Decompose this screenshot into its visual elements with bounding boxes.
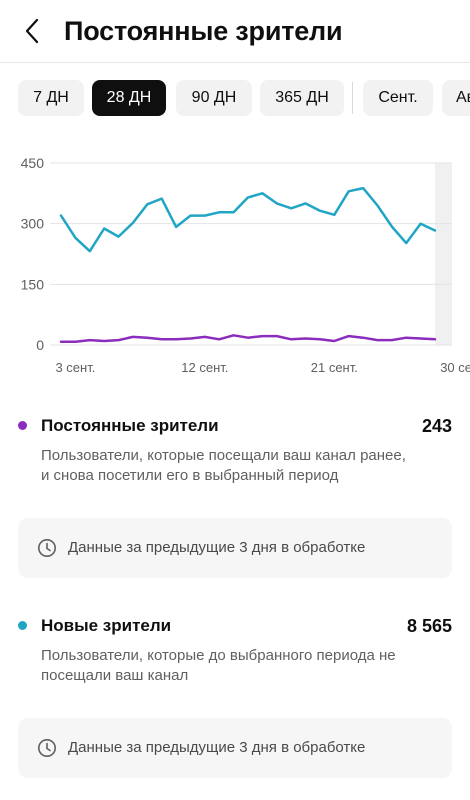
y-tick-label: 450	[21, 155, 45, 171]
processing-notice-new: Данные за предыдущие 3 дня в обработке	[18, 718, 452, 778]
new-viewers-line	[59, 186, 437, 253]
returning-viewers-row: Постоянные зрители 243	[18, 414, 452, 438]
new-viewers-value: 8 565	[406, 616, 452, 636]
chevron-left-icon	[25, 18, 39, 44]
processing-notice-returning: Данные за предыдущие 3 дня в обработке	[18, 518, 452, 578]
line-chart: 0 150 300 450 3 сент. 12 сент. 21 сент. 30 сент…	[21, 155, 470, 375]
chip-separator	[352, 82, 353, 114]
returning-viewers-desc-line2: и снова посетили его в выбранный период	[41, 467, 339, 484]
clock-icon	[38, 539, 56, 557]
back-button[interactable]	[16, 14, 48, 48]
new-viewers-dot	[18, 621, 27, 630]
y-tick-label: 150	[21, 276, 45, 292]
returning-viewers-line	[59, 334, 437, 344]
returning-viewers-description: Пользователи, которые посещали ваш канал…	[41, 446, 451, 486]
processing-notice-text: Данные за предыдущие 3 дня в обработке	[68, 739, 366, 756]
chip-365-days[interactable]: 365 ДН	[260, 80, 344, 116]
clock-icon	[38, 739, 56, 757]
chip-90-days[interactable]: 90 ДН	[176, 80, 252, 116]
new-viewers-desc-line1: Пользователи, которые до выбранного пери…	[41, 647, 396, 664]
y-tick-label: 300	[21, 216, 45, 232]
returning-viewers-title: Постоянные зрители	[41, 416, 219, 435]
page-title: Постоянные зрители	[64, 16, 343, 46]
app-header: Постоянные зрители	[0, 0, 470, 62]
processing-notice-text: Данные за предыдущие 3 дня в обработке	[68, 539, 366, 556]
chip-28-days[interactable]: 28 ДН	[92, 80, 166, 116]
x-tick-label: 30 сент.	[440, 360, 470, 375]
x-tick-label: 3 сент.	[55, 360, 95, 375]
y-tick-label: 0	[36, 337, 44, 353]
new-viewers-description: Пользователи, которые до выбранного пери…	[41, 646, 451, 686]
chip-august[interactable]: Ав	[442, 80, 470, 116]
new-viewers-title: Новые зрители	[41, 616, 172, 635]
new-viewers-row: Новые зрители 8 565	[18, 614, 452, 638]
new-viewers-desc-line2: посещали ваш канал	[41, 667, 189, 684]
incomplete-data-band	[435, 163, 452, 345]
x-tick-label: 12 сент.	[181, 360, 228, 375]
x-tick-label: 21 сент.	[311, 360, 358, 375]
returning-viewers-value: 243	[421, 416, 452, 436]
viewers-chart: 0 150 300 450 3 сент. 12 сент. 21 сент. 30 сент…	[0, 150, 470, 385]
chip-september[interactable]: Сент.	[363, 80, 433, 116]
returning-viewers-dot	[18, 421, 27, 430]
period-filter-bar: 7 ДН 28 ДН 90 ДН 365 ДН Сент. Ав	[0, 80, 470, 118]
returning-viewers-desc-line1: Пользователи, которые посещали ваш канал…	[41, 447, 406, 464]
chip-7-days[interactable]: 7 ДН	[18, 80, 84, 116]
header-divider	[0, 62, 470, 63]
